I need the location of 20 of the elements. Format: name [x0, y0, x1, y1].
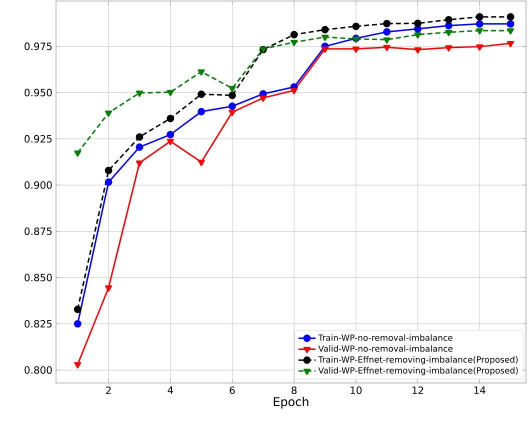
- legend-label: Train-WP-no-removal-imbalance: [318, 334, 452, 341]
- y-tick-label: 0.950: [24, 88, 52, 96]
- y-tick-label: 0.800: [24, 366, 52, 374]
- y-tick-label: 0.850: [24, 274, 52, 282]
- legend-label: Valid-WP-Effnet-removing-imbalance(Proposed): [318, 367, 518, 376]
- x-axis-title: Epoch: [274, 396, 308, 408]
- y-tick-label: 0.975: [24, 42, 52, 50]
- y-tick-label: 0.925: [24, 135, 52, 143]
- y-tick-label: 0.875: [24, 228, 52, 236]
- x-tick-label: 8: [292, 386, 297, 394]
- y-tick-label: 0.900: [24, 181, 52, 189]
- x-tick-label: 14: [474, 386, 486, 394]
- legend-label: Train-WP-Effnet-removing-imbalance(Proposed): [318, 356, 518, 364]
- x-tick-label: 6: [230, 386, 235, 394]
- x-tick-label: 10: [350, 386, 362, 394]
- x-tick-label: 4: [168, 386, 174, 394]
- x-tick-label: 2: [106, 386, 111, 394]
- legend-label: Valid-WP-no-removal-imbalance: [318, 345, 453, 352]
- y-tick-label: 0.825: [24, 320, 52, 328]
- x-tick-label: 12: [412, 386, 424, 394]
